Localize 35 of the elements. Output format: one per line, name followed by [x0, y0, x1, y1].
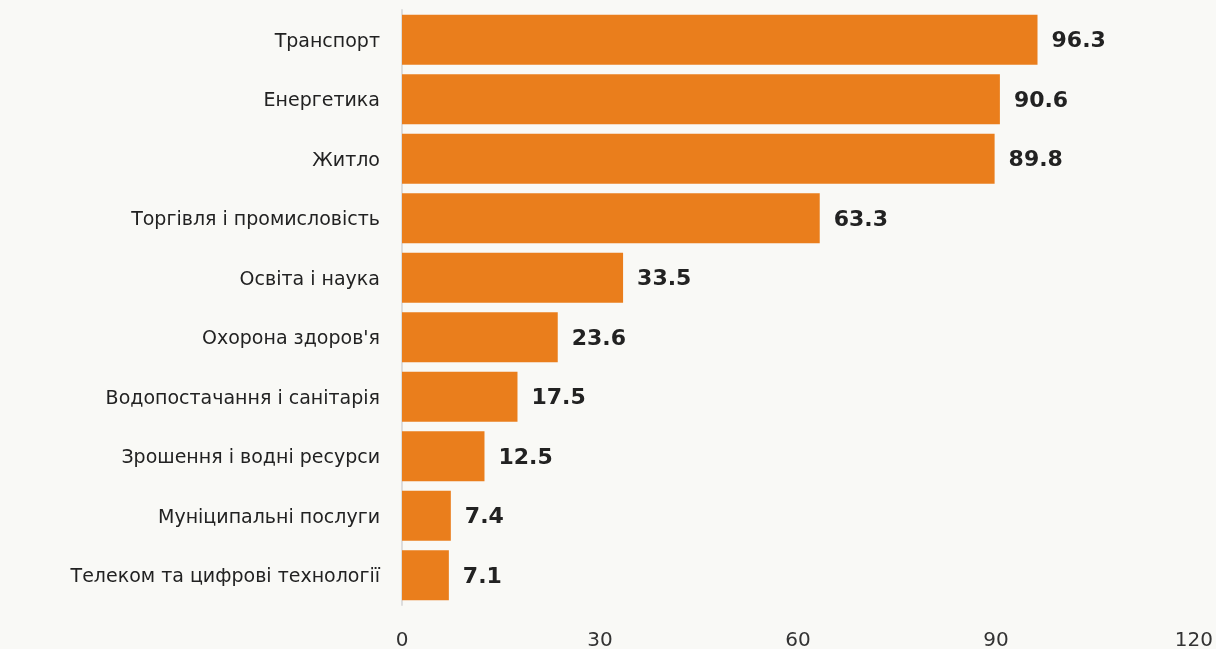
data-label: 90.6: [1013, 86, 1069, 112]
bar: [402, 14, 1038, 65]
data-label: 89.8: [1008, 146, 1063, 172]
y-tick-label: Охорона здоров'я: [201, 326, 380, 349]
y-tick-label: Водопостачання і санітарія: [105, 385, 380, 408]
data-label: 33.5: [637, 265, 692, 291]
y-tick-label: Телеком та цифрові технології: [69, 564, 381, 587]
x-tick-label: 0: [395, 627, 409, 649]
bar: [402, 193, 820, 244]
bar: [402, 371, 518, 422]
y-tick-label: Енергетика: [263, 88, 380, 111]
data-label: 12.5: [498, 443, 553, 469]
y-tick-label: Торгівля і промисловість: [130, 207, 380, 230]
x-tick-label: 30: [587, 627, 613, 649]
bar: [402, 490, 451, 541]
data-label: 63.3: [833, 205, 889, 231]
bar: [402, 252, 624, 303]
y-tick-label: Зрошення і водні ресурси: [121, 445, 380, 468]
data-label: 17.5: [531, 384, 586, 410]
y-tick-label: Транспорт: [273, 28, 380, 51]
x-tick-label: 120: [1174, 627, 1214, 649]
data-label: 96.3: [1051, 27, 1106, 53]
data-label: 23.6: [571, 324, 627, 350]
bar: [402, 312, 558, 363]
data-label: 7.4: [464, 503, 504, 529]
bar: [402, 550, 449, 601]
x-tick-label: 90: [983, 627, 1009, 649]
y-tick-label: Житло: [312, 147, 380, 170]
bar: [402, 133, 995, 184]
y-tick-label: Освіта і наука: [239, 266, 380, 289]
y-tick-label: Муніципальні послуги: [158, 504, 380, 527]
bar: [402, 74, 1000, 125]
x-tick-label: 60: [785, 627, 811, 649]
data-label: 7.1: [462, 562, 502, 588]
bar: [402, 431, 485, 482]
